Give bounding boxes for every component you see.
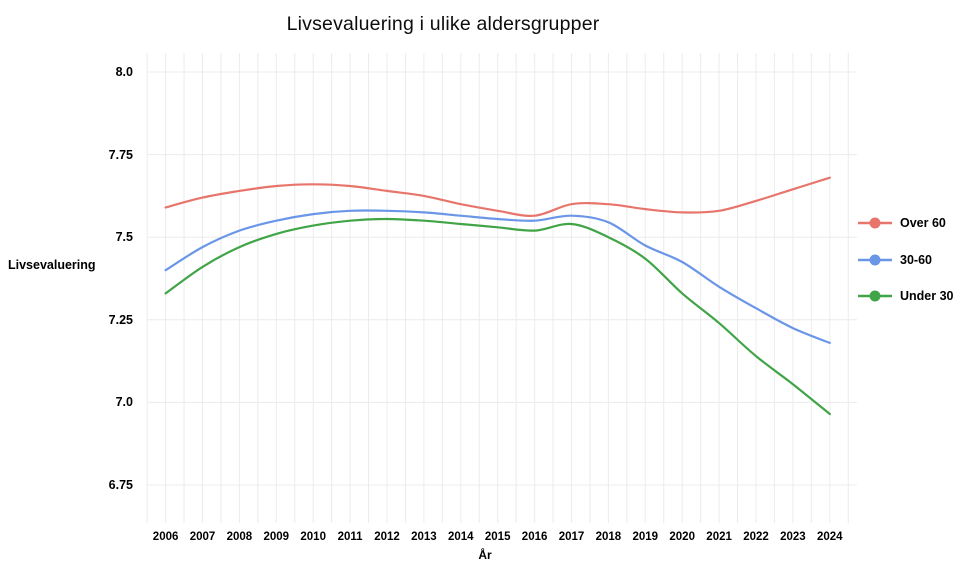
series-line-under-30 bbox=[164, 217, 831, 416]
x-tick-label: 2007 bbox=[189, 531, 216, 543]
x-tick-label: 2024 bbox=[817, 531, 843, 543]
legend-marker-icon bbox=[858, 217, 892, 229]
y-tick-label: 8.0 bbox=[115, 65, 133, 79]
x-tick-label: 2008 bbox=[226, 531, 253, 543]
series-line-30-60 bbox=[164, 209, 831, 344]
legend-item-30-60: 30-60 bbox=[858, 252, 932, 268]
x-tick-label: 2018 bbox=[595, 531, 622, 543]
x-tick-label: 2019 bbox=[632, 531, 659, 543]
x-tick-label: 2023 bbox=[780, 531, 806, 543]
y-tick-label: 7.25 bbox=[108, 312, 133, 327]
legend-item-under-30: Under 30 bbox=[858, 288, 954, 304]
x-tick-label: 2009 bbox=[263, 531, 290, 543]
x-tick-label: 2015 bbox=[484, 531, 511, 543]
x-tick-label: 2010 bbox=[300, 531, 326, 543]
x-tick-label: 2017 bbox=[558, 531, 585, 543]
x-tick-label: 2021 bbox=[706, 531, 732, 543]
legend-label: Over 60 bbox=[900, 216, 946, 230]
y-tick-label: 6.75 bbox=[108, 478, 133, 492]
legend-marker-icon bbox=[858, 254, 892, 266]
x-tick-label: 2014 bbox=[448, 531, 474, 543]
series-line-over-60 bbox=[164, 176, 831, 217]
x-tick-label: 2020 bbox=[669, 531, 695, 543]
x-tick-label: 2006 bbox=[152, 531, 179, 543]
x-tick-label: 2012 bbox=[374, 531, 400, 543]
x-axis-title: År bbox=[478, 548, 492, 562]
y-tick-label: 7.0 bbox=[115, 395, 133, 410]
legend-label: Under 30 bbox=[900, 289, 954, 303]
legend-marker-icon bbox=[858, 290, 892, 302]
y-tick-label: 7.75 bbox=[108, 147, 133, 162]
x-tick-label: 2011 bbox=[337, 531, 363, 543]
legend-item-over-60: Over 60 bbox=[858, 215, 946, 231]
x-tick-label: 2022 bbox=[743, 531, 769, 543]
x-tick-label: 2013 bbox=[411, 531, 437, 543]
y-axis-title: Livsevaluering bbox=[8, 258, 96, 272]
chart-title: Livsevaluering i ulike aldersgrupper bbox=[286, 13, 600, 35]
legend-label: 30-60 bbox=[900, 253, 932, 267]
y-tick-label: 7.5 bbox=[115, 230, 133, 245]
x-tick-label: 2016 bbox=[521, 531, 548, 543]
